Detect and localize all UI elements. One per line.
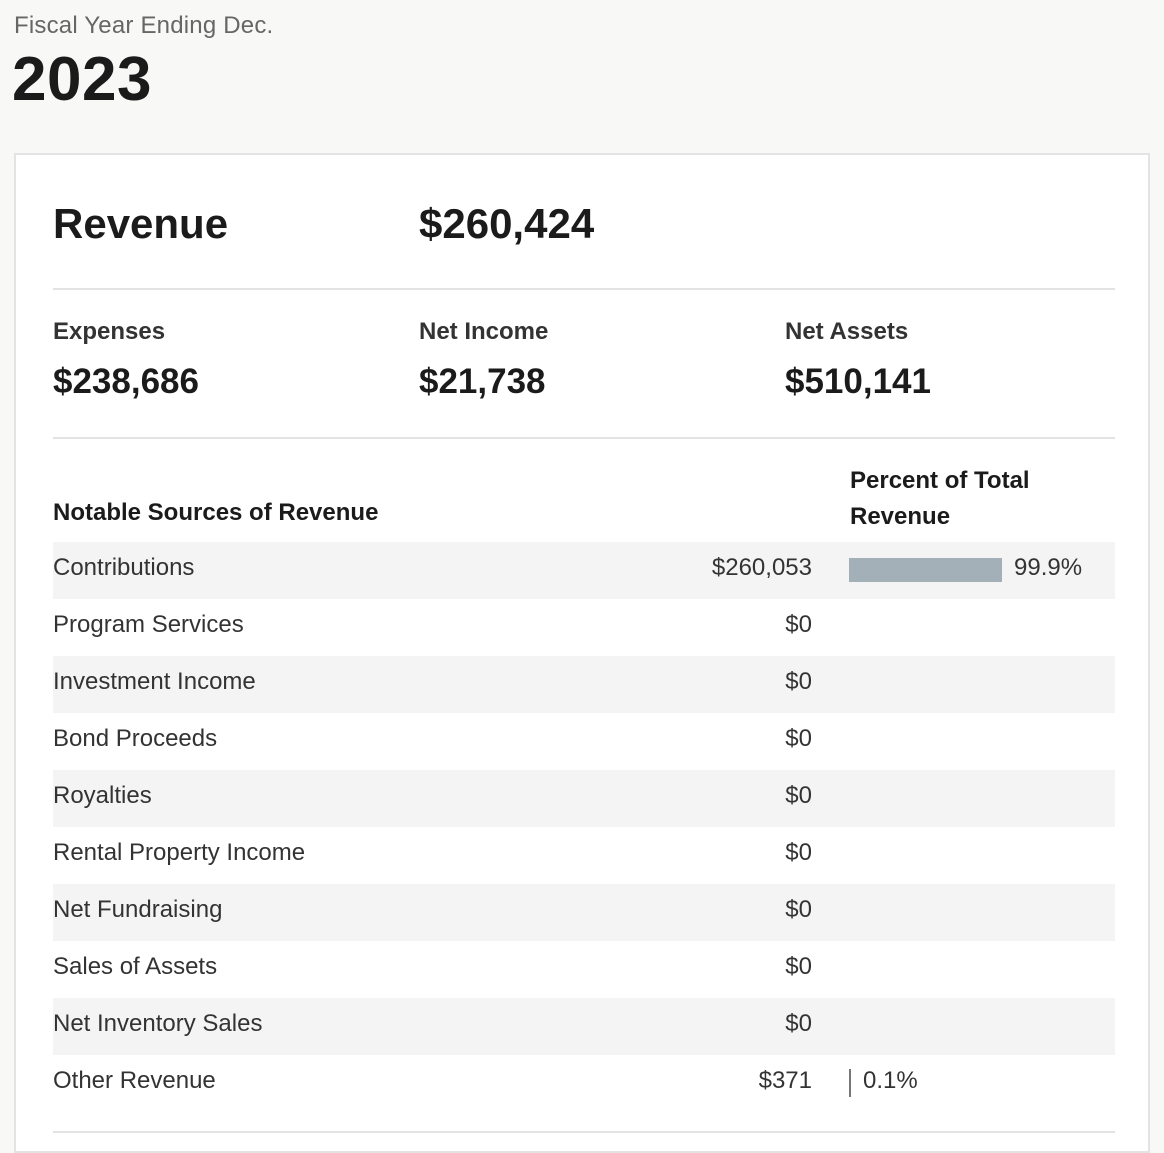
stat-value: $510,141 [785,362,931,401]
revenue-source-name: Program Services [53,611,244,638]
percent-bar [849,1069,851,1097]
table-row: Net Fundraising $0 [53,884,1115,941]
revenue-source-amount: $0 [785,839,812,866]
revenue-source-amount: $0 [785,782,812,809]
revenue-label: Revenue [53,200,229,247]
revenue-source-name: Other Revenue [53,1067,216,1094]
table-row: Royalties $0 [53,770,1115,827]
revenue-source-name: Contributions [53,554,195,581]
table-row: Program Services $0 [53,599,1115,656]
fiscal-year: 2023 [12,45,152,114]
revenue-source-name: Rental Property Income [53,839,306,866]
revenue-source-amount: $371 [758,1067,812,1094]
revenue-source-name: Investment Income [53,668,256,695]
stat-value: $238,686 [53,362,199,401]
stat-net-income: Net Income $21,738 [419,318,548,402]
revenue-table-header: Notable Sources of Revenue Percent of To… [53,461,1115,541]
stat-label: Net Assets [785,318,909,345]
revenue-source-amount: $0 [785,1010,812,1037]
stat-net-assets: Net Assets $510,141 [785,318,931,402]
table-row: Contributions $260,053 99.9% [53,542,1115,599]
percent-bar [849,558,1002,582]
stat-label: Expenses [53,318,166,345]
percent-header: Percent of Total Revenue [850,467,1030,530]
revenue-value: $260,424 [419,200,595,247]
divider [53,288,1115,290]
revenue-source-amount: $0 [785,611,812,638]
sources-header: Notable Sources of Revenue [53,499,379,526]
revenue-source-amount: $0 [785,725,812,752]
stat-label: Net Income [419,318,549,345]
revenue-source-name: Net Inventory Sales [53,1010,263,1037]
table-row: Sales of Assets $0 [53,941,1115,998]
financial-summary-card: Revenue $260,424 Expenses $238,686 Net I… [14,153,1150,1153]
divider [53,1131,1115,1133]
revenue-source-amount: $0 [785,668,812,695]
divider [53,437,1115,439]
table-row: Investment Income $0 [53,656,1115,713]
revenue-source-name: Royalties [53,782,152,809]
table-row: Bond Proceeds $0 [53,713,1115,770]
revenue-table: Contributions $260,053 99.9% Program Servic… [53,542,1115,1112]
fiscal-year-label: Fiscal Year Ending Dec. [14,12,274,39]
revenue-row: Revenue $260,424 [53,200,1115,260]
revenue-source-amount: $0 [785,896,812,923]
percent-value: 99.9% [1014,554,1083,581]
revenue-source-amount: $0 [785,953,812,980]
stat-value: $21,738 [419,362,546,401]
revenue-source-name: Sales of Assets [53,953,218,980]
revenue-source-name: Net Fundraising [53,896,223,923]
table-row: Other Revenue $371 0.1% [53,1055,1115,1112]
table-row: Net Inventory Sales $0 [53,998,1115,1055]
stat-expenses: Expenses $238,686 [53,318,199,402]
revenue-source-name: Bond Proceeds [53,725,218,752]
revenue-source-amount: $260,053 [711,554,812,581]
percent-value: 0.1% [863,1067,918,1094]
table-row: Rental Property Income $0 [53,827,1115,884]
